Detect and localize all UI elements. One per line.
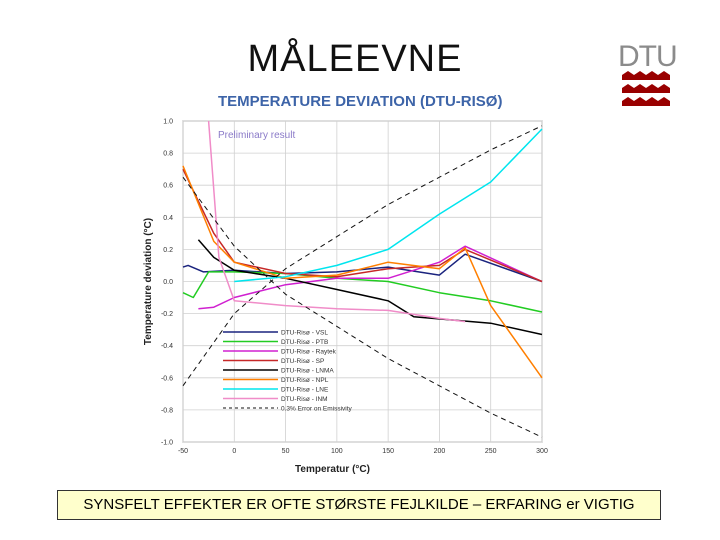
x-tick-label: -50 — [178, 448, 188, 455]
y-tick-label: -0.8 — [161, 407, 173, 414]
series-line-5 — [182, 165, 543, 379]
series-line-9 — [182, 176, 543, 438]
y-tick-label: -0.4 — [161, 343, 173, 350]
legend-label: DTU-Risø - PTB — [281, 339, 328, 346]
y-tick-label: 0.2 — [163, 247, 173, 254]
y-tick-label: 0.4 — [163, 215, 173, 222]
y-tick-label: -0.2 — [161, 311, 173, 318]
legend-label: 0.3% Error on Emissivity — [281, 406, 353, 413]
slide-title: MÅLEEVNE — [247, 38, 463, 80]
logo-waves-icon — [622, 71, 670, 106]
y-tick-label: -1.0 — [161, 440, 173, 447]
temperature-deviation-chart: -50 0 50 100 150 200 250 300 1.0 0.8 0.6 0.4 0.2 0.0 -… — [143, 119, 548, 476]
y-tick-label: 0.8 — [163, 151, 173, 158]
series-line-8 — [182, 125, 543, 387]
y-tick-label: 0.0 — [163, 279, 173, 286]
x-tick-label: 200 — [434, 448, 446, 455]
dtu-logo: DTU — [618, 40, 678, 110]
series-line-7 — [207, 120, 466, 323]
y-tick-label: 0.6 — [163, 183, 173, 190]
series-line-6 — [234, 128, 543, 283]
logo-text: DTU — [618, 40, 678, 73]
x-tick-label: 100 — [331, 448, 343, 455]
y-axis-label: Temperature deviation (°C) — [143, 218, 154, 345]
series-line-1 — [182, 271, 543, 313]
legend-label: DTU-Risø - NPL — [281, 377, 329, 384]
x-tick-label: 300 — [536, 448, 548, 455]
series-line-0 — [182, 253, 543, 283]
chart-title: TEMPERATURE DEVIATION (DTU-RISØ) — [218, 93, 503, 110]
legend-label: DTU-Risø - VSL — [281, 330, 328, 337]
x-tick-label: 250 — [485, 448, 497, 455]
legend-label: DTU-Risø - Raytek — [281, 349, 337, 356]
y-tick-label: 1.0 — [163, 119, 173, 126]
conclusion-banner: SYNSFELT EFFEKTER ER OFTE STØRSTE FEJLKI… — [57, 490, 661, 520]
legend-label: DTU-Risø - LNE — [281, 387, 329, 394]
series-line-2 — [198, 245, 543, 310]
x-axis-label: Temperatur (°C) — [295, 464, 370, 475]
legend-label: DTU-Risø - LNMA — [281, 368, 334, 375]
legend-label: DTU-Risø - INM — [281, 396, 328, 403]
x-tick-label: 0 — [232, 448, 236, 455]
x-tick-label: 50 — [282, 448, 290, 455]
legend-label: DTU-Risø - SP — [281, 358, 324, 365]
x-tick-label: 150 — [382, 448, 394, 455]
preliminary-annotation: Preliminary result — [218, 130, 295, 141]
y-tick-label: -0.6 — [161, 375, 173, 382]
